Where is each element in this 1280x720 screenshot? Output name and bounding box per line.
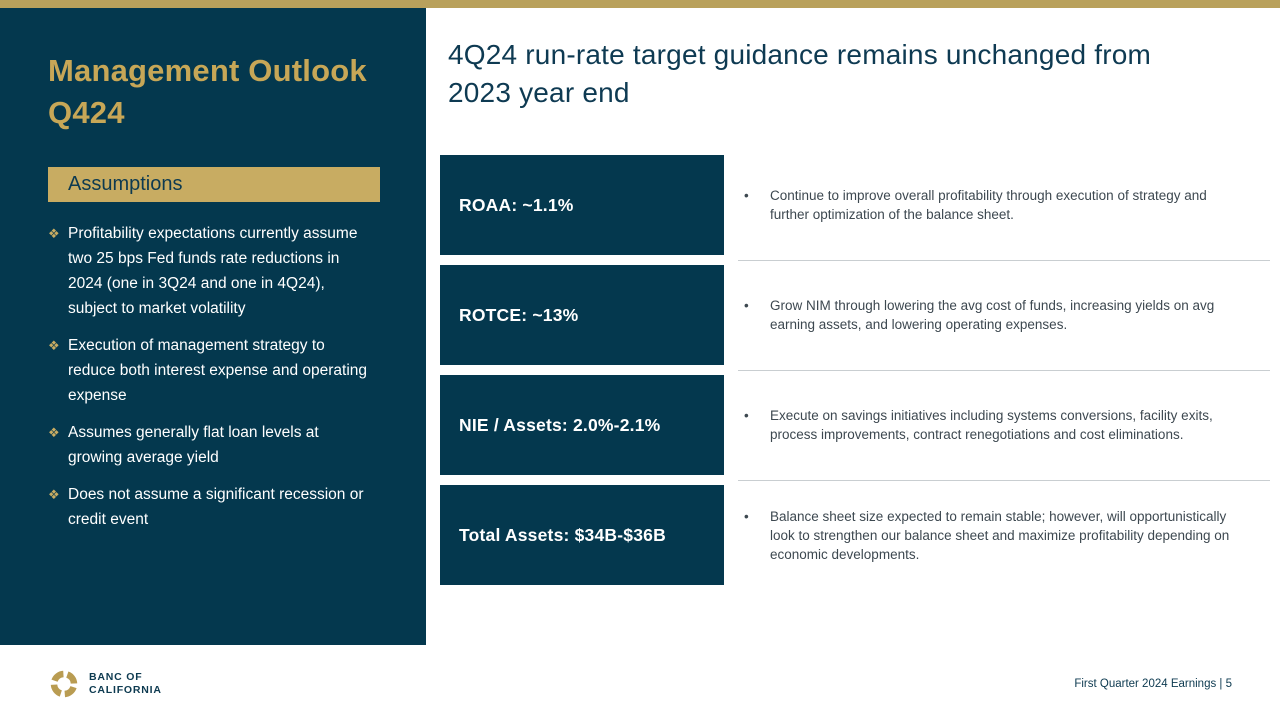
footer-brand: BANC OF CALIFORNIA bbox=[48, 668, 162, 700]
slide-title: Management Outlook Q424 bbox=[48, 53, 367, 130]
banc-of-california-logo-icon bbox=[50, 670, 78, 698]
assumption-item: ❖ Assumes generally flat loan levels at … bbox=[48, 420, 380, 470]
assumption-text: Does not assume a significant recession … bbox=[68, 486, 364, 528]
dot-bullet-icon: • bbox=[744, 508, 749, 524]
assumption-item: ❖ Profitability expectations currently a… bbox=[48, 221, 380, 321]
footer-page-label: First Quarter 2024 Earnings | 5 bbox=[1074, 678, 1232, 690]
target-label: ROAA: ~1.1% bbox=[459, 194, 574, 215]
target-box-total-assets: Total Assets: $34B-$36B bbox=[440, 485, 724, 585]
main-heading: 4Q24 run-rate target guidance remains un… bbox=[448, 39, 1152, 108]
dot-bullet-icon: • bbox=[744, 298, 749, 313]
assumptions-list: ❖ Profitability expectations currently a… bbox=[48, 221, 380, 544]
diamond-bullet-icon: ❖ bbox=[48, 226, 60, 241]
dot-bullet-icon: • bbox=[744, 408, 749, 423]
assumption-item: ❖ Does not assume a significant recessio… bbox=[48, 482, 380, 532]
diamond-bullet-icon: ❖ bbox=[48, 425, 60, 440]
assumption-text: Execution of management strategy to redu… bbox=[68, 337, 368, 404]
target-box-rotce: ROTCE: ~13% bbox=[440, 265, 724, 365]
note-text: Grow NIM through lowering the avg cost o… bbox=[770, 298, 1215, 332]
note-text: Balance sheet size expected to remain st… bbox=[770, 508, 1230, 562]
assumption-text: Profitability expectations currently ass… bbox=[68, 225, 358, 317]
brand-line-2: CALIFORNIA bbox=[89, 684, 162, 696]
assumption-item: ❖ Execution of management strategy to re… bbox=[48, 333, 380, 408]
assumptions-header: Assumptions bbox=[48, 167, 380, 202]
note-row: • Balance sheet size expected to remain … bbox=[744, 485, 1264, 585]
target-label: ROTCE: ~13% bbox=[459, 304, 579, 325]
note-row: • Execute on savings initiatives includi… bbox=[744, 375, 1264, 475]
target-label: Total Assets: $34B-$36B bbox=[459, 524, 666, 545]
brand-line-1: BANC OF bbox=[89, 671, 143, 683]
top-accent-bar bbox=[0, 0, 1280, 8]
diamond-bullet-icon: ❖ bbox=[48, 487, 60, 502]
note-row: • Grow NIM through lowering the avg cost… bbox=[744, 265, 1264, 365]
target-box-nie-assets: NIE / Assets: 2.0%-2.1% bbox=[440, 375, 724, 475]
note-row: • Continue to improve overall profitabil… bbox=[744, 155, 1264, 255]
dot-bullet-icon: • bbox=[744, 188, 749, 203]
assumption-text: Assumes generally flat loan levels at gr… bbox=[68, 424, 319, 466]
row-divider bbox=[738, 370, 1270, 371]
row-divider bbox=[738, 480, 1270, 481]
note-text: Execute on savings initiatives including… bbox=[770, 408, 1213, 442]
assumptions-header-label: Assumptions bbox=[68, 173, 183, 195]
row-divider bbox=[738, 260, 1270, 261]
note-text: Continue to improve overall profitabilit… bbox=[770, 188, 1207, 222]
sidebar-panel bbox=[0, 8, 426, 645]
diamond-bullet-icon: ❖ bbox=[48, 338, 60, 353]
target-box-roaa: ROAA: ~1.1% bbox=[440, 155, 724, 255]
brand-name: BANC OF CALIFORNIA bbox=[89, 671, 162, 697]
target-label: NIE / Assets: 2.0%-2.1% bbox=[459, 414, 661, 435]
